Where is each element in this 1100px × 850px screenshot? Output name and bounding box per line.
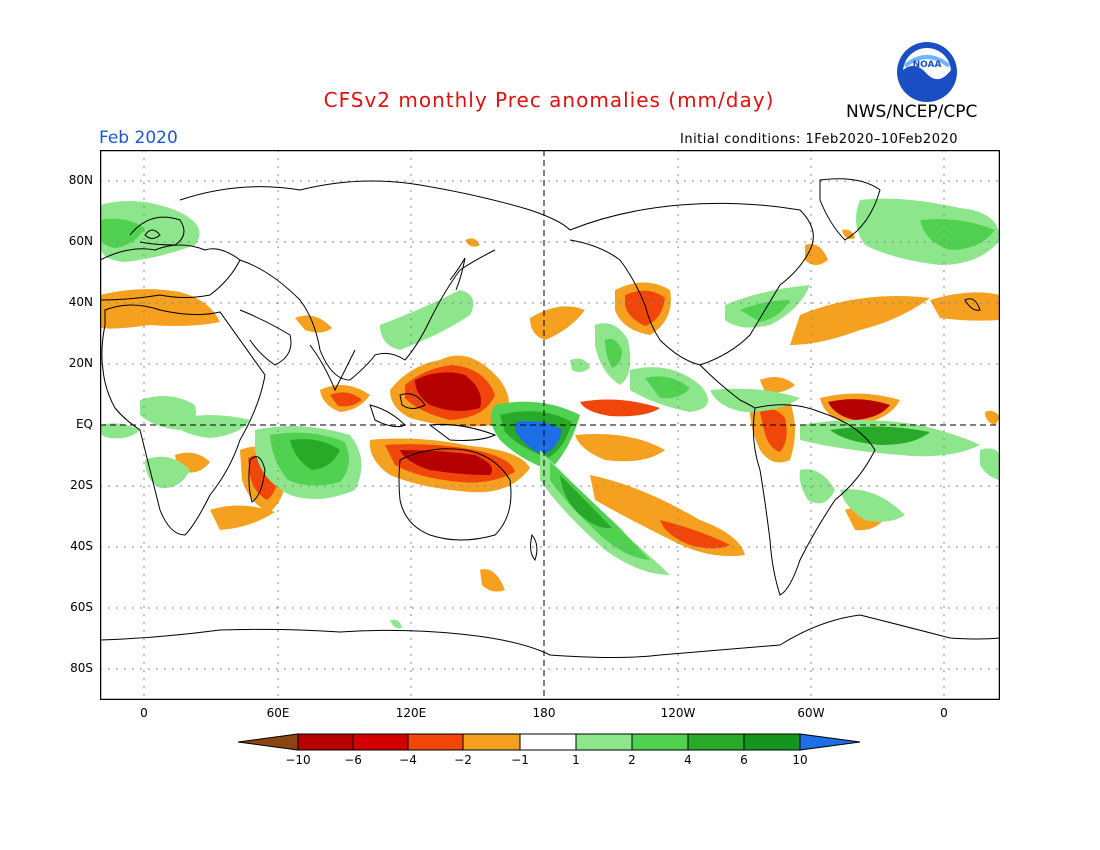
lon-label-60e: 60E [266, 706, 290, 720]
lat-label-40n: 40N [68, 295, 93, 309]
colorbar [238, 733, 861, 751]
lat-label-20n: 20N [68, 356, 93, 370]
anomaly-fills [100, 198, 1000, 629]
colorbar-arrow-low [238, 733, 299, 751]
colorbar-bin [743, 733, 801, 751]
coastlines [100, 178, 1000, 658]
colorbar-bin [687, 733, 745, 751]
colorbar-label: −10 [285, 753, 311, 767]
colorbar-label: 4 [684, 753, 692, 767]
lat-label-60n: 60N [68, 234, 93, 248]
anomaly-map [100, 150, 1000, 700]
colorbar-bin [575, 733, 633, 751]
colorbar-bin [407, 733, 464, 751]
colorbar-bin [297, 733, 354, 751]
lat-label-20s: 20S [70, 478, 93, 492]
lat-label-60s: 60S [70, 600, 93, 614]
lon-label-120e: 120E [395, 706, 427, 720]
colorbar-arrow-high [799, 733, 861, 751]
colorbar-bin [631, 733, 689, 751]
lat-label-eq: EQ [75, 417, 93, 431]
lat-label-40s: 40S [70, 539, 93, 553]
lon-label-60w: 60W [797, 706, 825, 720]
colorbar-label: −6 [344, 753, 362, 767]
lon-label-0-left: 0 [140, 706, 148, 720]
grid-lines [100, 150, 1000, 700]
map-frame [100, 150, 1000, 700]
colorbar-bin [519, 733, 577, 751]
colorbar-bin [352, 733, 409, 751]
lon-label-120w: 120W [660, 706, 696, 720]
lat-label-80s: 80S [70, 661, 93, 675]
noaa-logo-icon: NOAA [895, 40, 959, 108]
lon-label-0-right: 0 [940, 706, 948, 720]
colorbar-label: 6 [740, 753, 748, 767]
month-label: Feb 2020 [99, 128, 178, 148]
colorbar-label: −2 [454, 753, 472, 767]
colorbar-label: 2 [628, 753, 636, 767]
lat-label-80n: 80N [68, 173, 93, 187]
map-title: CFSv2 monthly Prec anomalies (mm/day) [323, 88, 775, 112]
org-label: NWS/NCEP/CPC [846, 102, 978, 122]
colorbar-label: −4 [399, 753, 417, 767]
colorbar-bin [462, 733, 521, 751]
lon-label-180: 180 [532, 706, 556, 720]
colorbar-label: 10 [792, 753, 808, 767]
colorbar-label: 1 [572, 753, 580, 767]
colorbar-label: −1 [511, 753, 529, 767]
initial-conditions-label: Initial conditions: 1Feb2020–10Feb2020 [680, 132, 959, 147]
logo-text: NOAA [913, 60, 942, 70]
